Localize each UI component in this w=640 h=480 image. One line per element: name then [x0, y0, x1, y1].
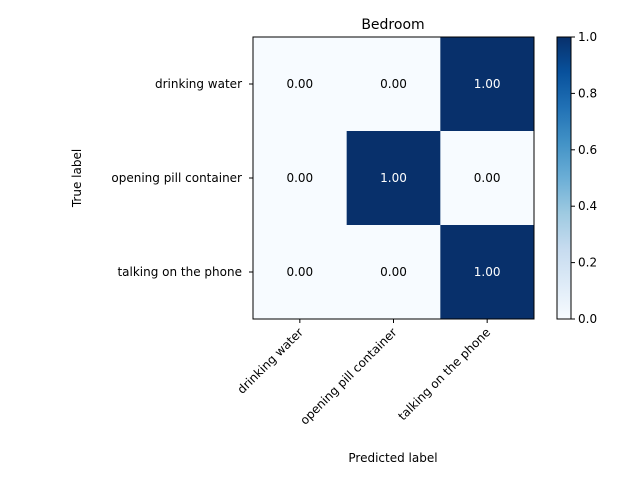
heatmap-cell — [440, 131, 535, 226]
y-axis-ticks: drinking water opening pill container talk… — [111, 77, 253, 279]
x-tick-label: drinking water — [235, 325, 306, 396]
cell-value-label: 0.00 — [380, 77, 407, 91]
cell-value-label: 0.00 — [286, 265, 313, 279]
colorbar-tick-label: 0.2 — [578, 256, 597, 270]
x-axis-label: Predicted label — [348, 451, 437, 465]
colorbar-tick-label: 0.4 — [578, 199, 597, 213]
x-tick-label: talking on the phone — [395, 325, 493, 423]
y-tick-label: talking on the phone — [117, 265, 242, 279]
heatmap-cell — [440, 225, 535, 320]
heatmap-cell — [346, 37, 441, 132]
y-tick-label: opening pill container — [111, 171, 242, 185]
cell-value-labels: 0.00 0.00 1.00 0.00 1.00 0.00 0.00 0.00 1.00 — [286, 77, 500, 279]
heatmap-cell — [253, 131, 348, 226]
y-axis-label: True label — [70, 149, 84, 208]
cell-value-label: 0.00 — [286, 171, 313, 185]
colorbar-tick-label: 1.0 — [578, 30, 597, 44]
cell-value-label: 1.00 — [380, 171, 407, 185]
cell-value-label: 0.00 — [474, 171, 501, 185]
heatmap-cell — [253, 37, 348, 132]
colorbar-tick-label: 0.8 — [578, 86, 597, 100]
heatmap-cell — [253, 225, 348, 320]
cell-value-label: 1.00 — [474, 265, 501, 279]
cell-value-label: 0.00 — [380, 265, 407, 279]
cell-value-label: 0.00 — [286, 77, 313, 91]
colorbar-tick-label: 0.6 — [578, 143, 597, 157]
heatmap-cells — [253, 37, 535, 320]
colorbar-ticks: 0.0 0.2 0.4 0.6 0.8 1.0 — [571, 30, 597, 326]
heatmap-cell — [346, 225, 441, 320]
x-tick-label: opening pill container — [297, 325, 399, 427]
heatmap-cell — [440, 37, 535, 132]
y-tick-label: drinking water — [155, 77, 242, 91]
heatmap-cell — [346, 131, 441, 226]
colorbar — [556, 36, 572, 320]
cell-value-label: 1.00 — [474, 77, 501, 91]
colorbar-tick-label: 0.0 — [578, 312, 597, 326]
chart-title: Bedroom — [361, 17, 424, 33]
